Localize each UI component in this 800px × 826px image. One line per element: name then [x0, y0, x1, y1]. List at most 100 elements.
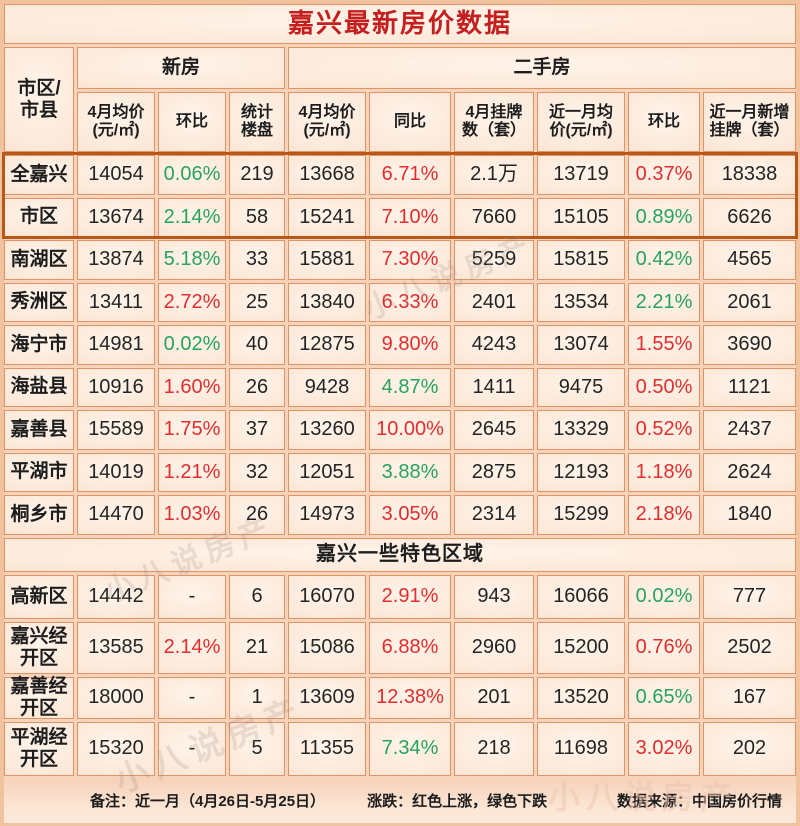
table-cell: 943 — [454, 574, 534, 619]
table-cell: 11355 — [288, 721, 366, 776]
price-table: 嘉兴最新房价数据 市区/ 市县 新房 二手房 4月均价 (元/㎡) 环比 统计 … — [4, 4, 796, 823]
table-cell: 13411 — [77, 282, 155, 322]
table-cell: 13329 — [537, 410, 625, 450]
table-cell: 26 — [229, 495, 285, 535]
column-header-region: 市区/ 市县 — [4, 47, 74, 152]
table-cell: 7.10% — [369, 197, 451, 237]
table-cell: 2401 — [454, 282, 534, 322]
table-cell: 12051 — [288, 452, 366, 492]
table-cell: 3.88% — [369, 452, 451, 492]
table-cell: 1.21% — [158, 452, 226, 492]
table-cell: 2.72% — [158, 282, 226, 322]
table-cell: 13840 — [288, 282, 366, 322]
table-cell: 15105 — [537, 197, 625, 237]
row-label: 高新区 — [4, 574, 74, 619]
table-cell: 0.89% — [628, 197, 700, 237]
row-label: 嘉善县 — [4, 410, 74, 450]
table-cell: 201 — [454, 676, 534, 719]
table-cell: 6.71% — [369, 155, 451, 195]
footer-source: 数据来源：中国房价行情 — [616, 793, 782, 810]
table-cell: 0.02% — [158, 325, 226, 365]
table-cell: 11698 — [537, 721, 625, 776]
table-cell: 0.65% — [628, 676, 700, 719]
row-label: 市区 — [4, 197, 74, 237]
table-cell: 14054 — [77, 155, 155, 195]
column-header-apr-avg-new: 4月均价 (元/㎡) — [77, 92, 155, 152]
table-cell: 1.55% — [628, 325, 700, 365]
table-cell: 2.14% — [158, 621, 226, 674]
column-group-second-hand: 二手房 — [288, 47, 796, 89]
table-cell: 10916 — [77, 367, 155, 407]
table-cell: 7.30% — [369, 240, 451, 280]
table-cell: 26 — [229, 367, 285, 407]
table-cell: 14019 — [77, 452, 155, 492]
table-cell: - — [158, 721, 226, 776]
table-cell: 3.02% — [628, 721, 700, 776]
table-cell: 12875 — [288, 325, 366, 365]
table-cell: 33 — [229, 240, 285, 280]
table-cell: 21 — [229, 621, 285, 674]
table-cell: 2.14% — [158, 197, 226, 237]
table-cell: 0.37% — [628, 155, 700, 195]
table-title: 嘉兴最新房价数据 — [4, 4, 796, 44]
table-cell: 2437 — [703, 410, 796, 450]
table-cell: 14973 — [288, 495, 366, 535]
table-cell: 15589 — [77, 410, 155, 450]
table-cell: 14470 — [77, 495, 155, 535]
table-cell: - — [158, 574, 226, 619]
table-cell: 13609 — [288, 676, 366, 719]
table-cell: 3.05% — [369, 495, 451, 535]
column-group-new-homes: 新房 — [77, 47, 285, 89]
column-header-apr-avg-used: 4月均价 (元/㎡) — [288, 92, 366, 152]
table-cell: 1121 — [703, 367, 796, 407]
table-cell: 0.42% — [628, 240, 700, 280]
table-cell: 12.38% — [369, 676, 451, 719]
column-header-projects: 统计 楼盘 — [229, 92, 285, 152]
table-footer: 备注：近一月（4月26日-5月25日） 涨跌：红色上涨，绿色下跌 数据来源：中国… — [4, 778, 796, 823]
table-cell: 9.80% — [369, 325, 451, 365]
column-header-mom-new: 环比 — [158, 92, 226, 152]
table-cell: 13674 — [77, 197, 155, 237]
table-cell: 14981 — [77, 325, 155, 365]
table-cell: 13260 — [288, 410, 366, 450]
table-cell: 218 — [454, 721, 534, 776]
table-cell: 4.87% — [369, 367, 451, 407]
table-cell: 2.1万 — [454, 155, 534, 195]
table-cell: 219 — [229, 155, 285, 195]
table-cell: 12193 — [537, 452, 625, 492]
table-cell: 13668 — [288, 155, 366, 195]
row-label: 全嘉兴 — [4, 155, 74, 195]
row-label: 平湖经开区 — [4, 721, 74, 776]
table-cell: 1 — [229, 676, 285, 719]
table-cell: 1.60% — [158, 367, 226, 407]
table-cell: 15815 — [537, 240, 625, 280]
table-cell: 6626 — [703, 197, 796, 237]
table-cell: 2.18% — [628, 495, 700, 535]
table-cell: 15241 — [288, 197, 366, 237]
table-cell: 1.03% — [158, 495, 226, 535]
table-cell: 0.76% — [628, 621, 700, 674]
table-cell: 7660 — [454, 197, 534, 237]
footer-legend: 涨跌：红色上涨，绿色下跌 — [367, 793, 548, 810]
table-cell: 37 — [229, 410, 285, 450]
table-cell: 202 — [703, 721, 796, 776]
table-cell: 13874 — [77, 240, 155, 280]
column-header-apr-listings: 4月挂牌 数（套） — [454, 92, 534, 152]
table-cell: 6 — [229, 574, 285, 619]
table-cell: 16070 — [288, 574, 366, 619]
table-cell: 13074 — [537, 325, 625, 365]
table-cell: 58 — [229, 197, 285, 237]
table-cell: 4565 — [703, 240, 796, 280]
table-cell: 2502 — [703, 621, 796, 674]
table-cell: 0.06% — [158, 155, 226, 195]
table-cell: 1411 — [454, 367, 534, 407]
table-cell: 7.34% — [369, 721, 451, 776]
table-cell: 2314 — [454, 495, 534, 535]
table-cell: 18000 — [77, 676, 155, 719]
table-cell: 4243 — [454, 325, 534, 365]
table-cell: 2624 — [703, 452, 796, 492]
row-label: 平湖市 — [4, 452, 74, 492]
table-cell: 10.00% — [369, 410, 451, 450]
table-cell: 5259 — [454, 240, 534, 280]
